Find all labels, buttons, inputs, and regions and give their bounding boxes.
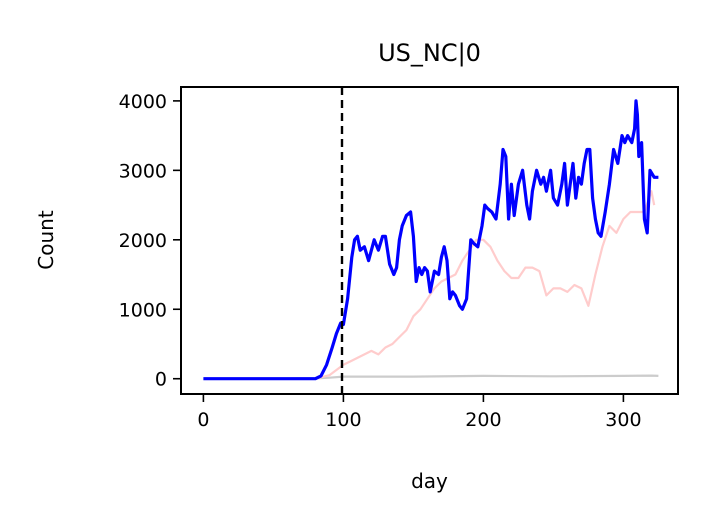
plot-area xyxy=(203,87,659,394)
series-line-1 xyxy=(315,190,656,380)
y-tick-label: 3000 xyxy=(119,160,167,182)
y-axis-label: Count xyxy=(34,210,58,270)
y-tick-label: 0 xyxy=(155,369,167,391)
x-tick-label: 0 xyxy=(197,409,209,431)
y-tick-label: 4000 xyxy=(119,91,167,113)
series-line-0 xyxy=(203,99,659,381)
x-tick-label: 100 xyxy=(325,409,361,431)
x-tick-label: 200 xyxy=(465,409,501,431)
x-axis-label: day xyxy=(411,469,448,493)
y-tick-label: 1000 xyxy=(119,299,167,321)
x-tick-label: 300 xyxy=(605,409,641,431)
chart-title: US_NC|0 xyxy=(378,39,481,67)
y-tick-label: 2000 xyxy=(119,230,167,252)
